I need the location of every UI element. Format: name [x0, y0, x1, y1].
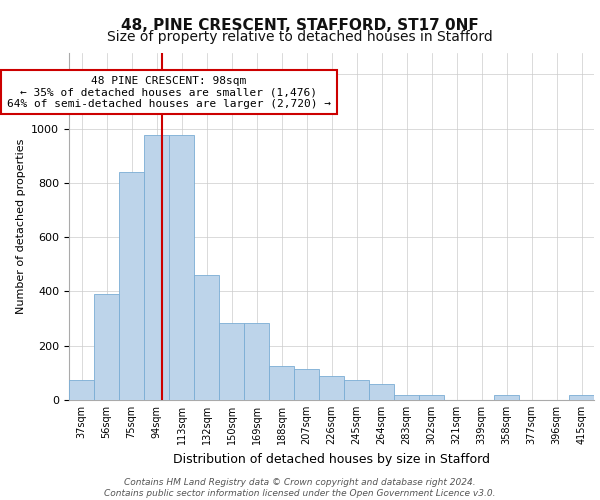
Bar — [269, 366, 294, 400]
Bar — [494, 395, 519, 400]
X-axis label: Distribution of detached houses by size in Stafford: Distribution of detached houses by size … — [173, 452, 490, 466]
Text: 48, PINE CRESCENT, STAFFORD, ST17 0NF: 48, PINE CRESCENT, STAFFORD, ST17 0NF — [121, 18, 479, 32]
Bar — [169, 136, 194, 400]
Text: Size of property relative to detached houses in Stafford: Size of property relative to detached ho… — [107, 30, 493, 44]
Y-axis label: Number of detached properties: Number of detached properties — [16, 138, 26, 314]
Bar — [244, 322, 269, 400]
Bar — [419, 395, 444, 400]
Bar — [144, 136, 169, 400]
Bar — [344, 380, 369, 400]
Text: 48 PINE CRESCENT: 98sqm
← 35% of detached houses are smaller (1,476)
64% of semi: 48 PINE CRESCENT: 98sqm ← 35% of detache… — [7, 76, 331, 109]
Bar — [69, 380, 94, 400]
Bar — [294, 369, 319, 400]
Bar — [369, 384, 394, 400]
Bar — [194, 275, 219, 400]
Text: Contains HM Land Registry data © Crown copyright and database right 2024.
Contai: Contains HM Land Registry data © Crown c… — [104, 478, 496, 498]
Bar — [94, 294, 119, 400]
Bar — [319, 376, 344, 400]
Bar — [119, 172, 144, 400]
Bar — [569, 395, 594, 400]
Bar — [219, 322, 244, 400]
Bar — [394, 395, 419, 400]
